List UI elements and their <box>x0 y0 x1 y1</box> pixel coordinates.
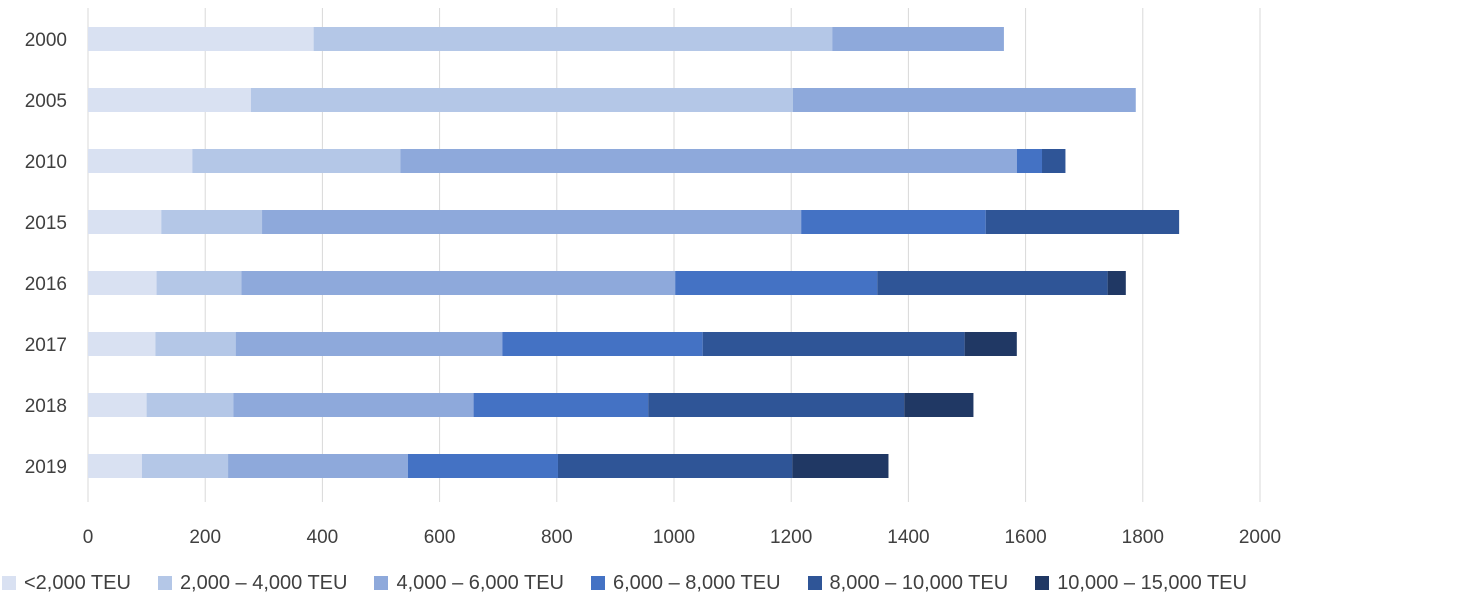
bar-segment <box>233 393 474 417</box>
bar-segment <box>241 271 676 295</box>
legend-item: 10,000 – 15,000 TEU <box>1035 572 1247 595</box>
y-tick-label: 2010 <box>25 152 67 173</box>
legend-swatch <box>157 576 172 590</box>
bar-segment <box>235 332 503 356</box>
legend-item: <2,000 TEU <box>2 572 131 595</box>
bar-segment <box>155 332 236 356</box>
bar-segment <box>313 27 833 51</box>
bar-segment <box>1042 149 1066 173</box>
bar-segment <box>400 149 1017 173</box>
bar-segment <box>832 27 1004 51</box>
legend-swatch <box>2 576 16 590</box>
x-tick-label: 800 <box>541 527 573 548</box>
x-tick-label: 2000 <box>1239 527 1281 548</box>
bar-segment <box>964 332 1017 356</box>
legend-swatch <box>807 576 822 590</box>
x-tick-label: 1600 <box>1004 527 1046 548</box>
bar-segment <box>88 149 193 173</box>
y-tick-label: 2018 <box>25 396 67 417</box>
legend-item: 2,000 – 4,000 TEU <box>157 571 348 595</box>
bar-segment <box>88 27 314 51</box>
bar-segment <box>904 393 974 417</box>
bar-segment <box>146 393 234 417</box>
bar-segment <box>801 210 986 234</box>
bar-segment <box>262 210 802 234</box>
bar-segment <box>792 88 1136 112</box>
bar-segment <box>88 210 162 234</box>
y-tick-label: 2017 <box>25 335 67 356</box>
x-tick-label: 1200 <box>770 527 812 548</box>
legend-item: 4,000 – 6,000 TEU <box>374 572 564 595</box>
bar-segment <box>877 271 1108 295</box>
x-tick-label: 200 <box>189 527 221 548</box>
legend-item: 6,000 – 8,000 TEU <box>591 572 781 595</box>
bar-segment <box>407 454 558 478</box>
bar-segment <box>792 454 889 478</box>
plot-area: 0 200 400 600 800 1000 1200 1400 1600 1800 2000 200… <box>25 8 1281 548</box>
bar-segment <box>1107 271 1126 295</box>
x-tick-label: 1800 <box>1122 527 1164 548</box>
legend-swatch <box>1035 576 1050 590</box>
bar-segment <box>648 393 905 417</box>
x-tick-label: 1000 <box>653 527 695 548</box>
bar-segment <box>88 393 147 417</box>
legend: <2,000 TEU 2,000 – 4,000 TEU 4,000 – 6,000… <box>0 569 1478 597</box>
bar-segment <box>675 271 878 295</box>
bar-segment <box>1016 149 1043 173</box>
y-tick-label: 2005 <box>25 91 67 112</box>
bar-segment <box>192 149 401 173</box>
y-tick-label: 2019 <box>25 457 67 478</box>
bar-segment <box>702 332 965 356</box>
legend-label: 2,000 – 4,000 TEU <box>179 571 348 594</box>
x-tick-label: 1400 <box>887 527 929 548</box>
x-tick-label: 600 <box>424 527 456 548</box>
legend-label: 10,000 – 15,000 TEU <box>1057 571 1247 594</box>
legend-label: 8,000 – 10,000 TEU <box>829 571 1009 594</box>
legend-item: 8,000 – 10,000 TEU <box>807 571 1009 595</box>
bar-segment <box>502 332 703 356</box>
x-tick-label: 400 <box>307 527 339 548</box>
y-tick-label: 2015 <box>25 213 67 234</box>
y-tick-label: 2016 <box>25 274 67 295</box>
bar-segment <box>88 88 251 112</box>
bar-segment <box>141 454 229 478</box>
x-tick-label: 0 <box>83 527 94 548</box>
bar-segment <box>88 332 156 356</box>
bar-segment <box>557 454 793 478</box>
bar-segment <box>156 271 242 295</box>
legend-label: 4,000 – 6,000 TEU <box>396 571 564 594</box>
legend-label: 6,000 – 8,000 TEU <box>613 571 781 594</box>
bar-segment <box>985 210 1180 234</box>
bar-segment <box>228 454 408 478</box>
bar-segment <box>88 454 142 478</box>
bar-segment <box>161 210 263 234</box>
y-tick-label: 2000 <box>25 30 67 51</box>
legend-swatch <box>374 576 389 590</box>
legend-label: <2,000 TEU <box>24 571 131 594</box>
bar-segment <box>473 393 649 417</box>
bar-segment <box>88 271 157 295</box>
legend-swatch <box>591 576 605 590</box>
bar-segment <box>250 88 793 112</box>
